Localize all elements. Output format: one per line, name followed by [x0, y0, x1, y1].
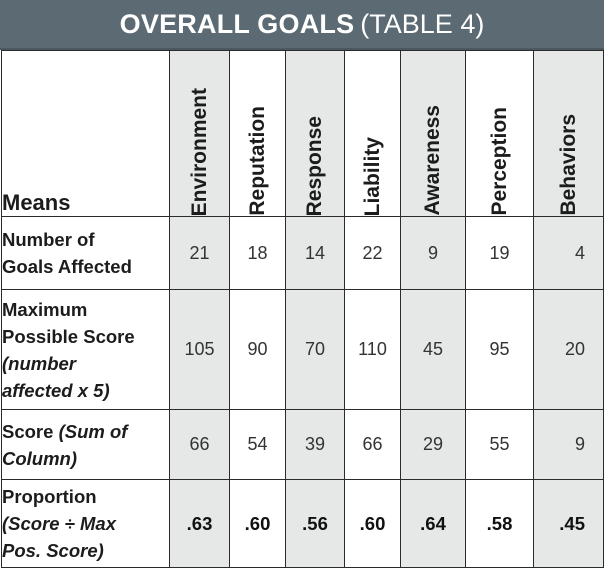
cell-value: 21 — [169, 216, 230, 290]
table-row: Number of Goals Affected 21 18 14 22 9 1… — [1, 216, 604, 290]
cell-value: .64 — [400, 479, 466, 568]
cell-value: .56 — [285, 479, 345, 568]
column-header-awareness: Awareness — [400, 50, 466, 217]
cell-value: 20 — [533, 289, 604, 410]
table-row: Maximum Possible Score (number affected … — [1, 289, 604, 410]
cell-value: 14 — [285, 216, 345, 290]
row-label: Maximum Possible Score (number affected … — [1, 289, 170, 410]
row-label: Number of Goals Affected — [1, 216, 170, 290]
header-row: Means Environment Reputation Response Li… — [1, 50, 604, 217]
cell-value: 66 — [344, 409, 401, 480]
cell-value: 22 — [344, 216, 401, 290]
cell-value: 9 — [400, 216, 466, 290]
cell-value: 90 — [229, 289, 286, 410]
table-row: Score (Sum of Column) 66 54 39 66 29 55 … — [1, 409, 604, 480]
row-label: Score (Sum of Column) — [1, 409, 170, 480]
cell-value: 54 — [229, 409, 286, 480]
table-subtitle: (TABLE 4) — [360, 8, 485, 39]
cell-value: 29 — [400, 409, 466, 480]
column-header-perception: Perception — [465, 50, 534, 217]
cell-value: 19 — [465, 216, 534, 290]
cell-value: 105 — [169, 289, 230, 410]
cell-value: 55 — [465, 409, 534, 480]
cell-value: .58 — [465, 479, 534, 568]
table-title: OVERALL GOALS — [119, 8, 355, 39]
title-bar: OVERALL GOALS (TABLE 4) — [0, 0, 604, 50]
cell-value: 45 — [400, 289, 466, 410]
cell-value: 39 — [285, 409, 345, 480]
cell-value: .60 — [229, 479, 286, 568]
means-header: Means — [1, 50, 170, 217]
overall-goals-table: Means Environment Reputation Response Li… — [1, 50, 604, 568]
column-header-behaviors: Behaviors — [533, 50, 604, 217]
column-header-reputation: Reputation — [229, 50, 286, 217]
cell-value: 66 — [169, 409, 230, 480]
cell-value: .63 — [169, 479, 230, 568]
cell-value: .45 — [533, 479, 604, 568]
cell-value: 9 — [533, 409, 604, 480]
cell-value: 4 — [533, 216, 604, 290]
column-header-liability: Liability — [344, 50, 401, 217]
column-header-environment: Environment — [169, 50, 230, 217]
cell-value: .60 — [344, 479, 401, 568]
row-label: Proportion (Score ÷ Max Pos. Score) — [1, 479, 170, 568]
table-row: Proportion (Score ÷ Max Pos. Score) .63 … — [1, 479, 604, 568]
cell-value: 70 — [285, 289, 345, 410]
cell-value: 95 — [465, 289, 534, 410]
column-header-response: Response — [285, 50, 345, 217]
cell-value: 110 — [344, 289, 401, 410]
cell-value: 18 — [229, 216, 286, 290]
